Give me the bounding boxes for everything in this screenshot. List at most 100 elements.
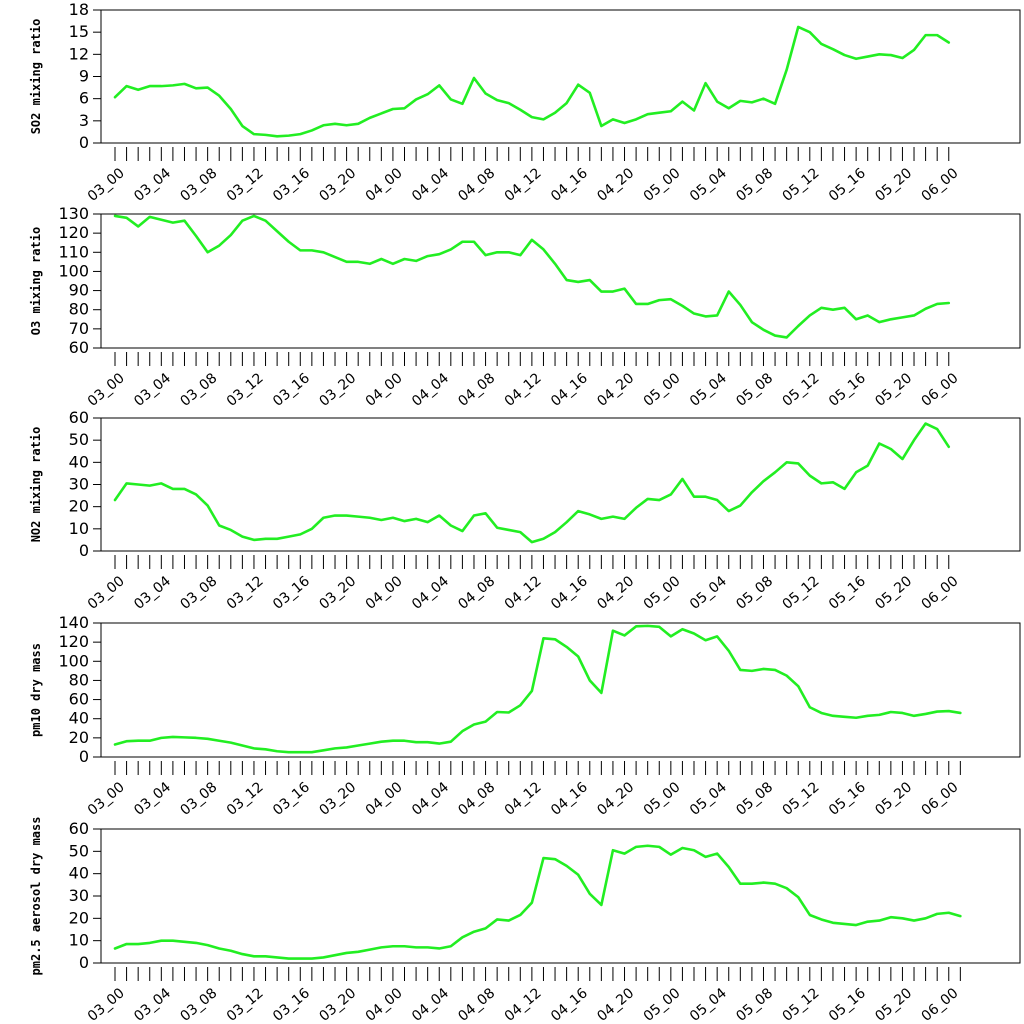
x-tick-label: 03_16 [270, 370, 313, 410]
y-tick-label: 0 [79, 541, 89, 560]
x-tick-label: 03_04 [131, 779, 174, 819]
x-tick-label: 05_04 [687, 573, 730, 613]
y-tick-label: 60 [69, 408, 89, 427]
x-tick-label: 04_12 [502, 985, 545, 1024]
x-tick-label: 04_16 [548, 573, 591, 613]
x-tick-label: 03_08 [177, 573, 220, 613]
y-tick-label: 15 [69, 22, 89, 41]
x-tick-label: 06_00 [919, 985, 962, 1024]
plot-frame [100, 213, 1021, 349]
y-tick-label: 20 [69, 728, 89, 747]
x-tick-label: 04_20 [594, 573, 637, 613]
y-tick-label: 10 [69, 931, 89, 950]
x-tick-label: 05_04 [687, 779, 730, 819]
y-tick-label: 9 [79, 67, 89, 86]
x-tick-label: 03_08 [177, 165, 220, 205]
x-tick-label: 04_04 [409, 370, 452, 410]
x-tick-label: 05_20 [872, 370, 915, 410]
x-tick-label: 03_08 [177, 779, 220, 819]
x-tick-label: 03_12 [224, 165, 267, 205]
x-tick-label: 05_12 [780, 573, 823, 613]
x-tick-label: 04_12 [502, 370, 545, 410]
x-tick-label: 03_00 [85, 985, 128, 1024]
x-tick-label: 06_00 [919, 779, 962, 819]
y-axis-title: O3 mixing ratio [29, 227, 43, 335]
x-tick-label: 04_08 [455, 779, 498, 819]
series-line [113, 214, 951, 339]
y-tick-label: 40 [69, 452, 89, 471]
x-tick-label: 03_20 [316, 370, 359, 410]
x-tick-label: 03_04 [131, 370, 174, 410]
y-tick-label: 120 [58, 223, 89, 242]
x-tick-label: 06_00 [919, 165, 962, 205]
y-tick-label: 110 [58, 242, 89, 261]
x-tick-label: 03_20 [316, 779, 359, 819]
x-tick-label: 04_12 [502, 573, 545, 613]
x-tick-label: 04_16 [548, 779, 591, 819]
x-tick-label: 05_16 [826, 573, 869, 613]
y-axis-title: SO2 mixing ratio [29, 19, 43, 135]
x-tick-label: 03_08 [177, 370, 220, 410]
y-tick-label: 12 [69, 44, 89, 63]
y-tick-label: 60 [69, 819, 89, 838]
chart-pm25: 0 10 20 30 40 50 60 03_00 03_04 03_08 03_12 03_16 03… [29, 817, 1021, 1024]
y-tick-label: 30 [69, 886, 89, 905]
x-tick-label: 03_00 [85, 779, 128, 819]
x-tick-label: 05_16 [826, 779, 869, 819]
x-tick-label: 05_08 [733, 985, 776, 1024]
x-tick-label: 04_00 [363, 165, 406, 205]
x-tick-label: 04_00 [363, 573, 406, 613]
y-tick-label: 100 [58, 651, 89, 670]
x-tick-label: 03_04 [131, 985, 174, 1024]
x-tick-label: 04_08 [455, 370, 498, 410]
y-axis-title: pm10 dry mass [29, 643, 43, 737]
x-tick-label: 03_16 [270, 779, 313, 819]
y-tick-label: 20 [69, 497, 89, 516]
x-tick-label: 03_12 [224, 985, 267, 1024]
x-tick-label: 04_20 [594, 370, 637, 410]
x-tick-label: 05_00 [641, 165, 684, 205]
x-tick-label: 03_16 [270, 573, 313, 613]
y-tick-label: 20 [69, 908, 89, 927]
y-tick-label: 40 [69, 709, 89, 728]
chart-no2: 0 10 20 30 40 50 60 03_00 03_04 03_08 03_12 03_16 03… [29, 408, 1021, 613]
x-tick-label: 05_00 [641, 985, 684, 1024]
x-tick-label: 04_08 [455, 985, 498, 1024]
x-tick-label: 03_12 [224, 573, 267, 613]
x-tick-label: 05_08 [733, 370, 776, 410]
x-tick-label: 05_20 [872, 779, 915, 819]
x-tick-label: 05_16 [826, 370, 869, 410]
x-tick-label: 05_16 [826, 985, 869, 1024]
x-tick-label: 04_20 [594, 985, 637, 1024]
y-tick-label: 60 [69, 690, 89, 709]
x-tick-label: 03_12 [224, 779, 267, 819]
x-tick-label: 05_20 [872, 985, 915, 1024]
x-tick-label: 06_00 [919, 573, 962, 613]
x-tick-label: 03_12 [224, 370, 267, 410]
x-tick-label: 04_16 [548, 165, 591, 205]
x-tick-label: 03_20 [316, 985, 359, 1024]
series-line [113, 25, 951, 138]
y-tick-label: 50 [69, 430, 89, 449]
y-tick-label: 3 [79, 111, 89, 130]
x-tick-label: 03_20 [316, 573, 359, 613]
x-tick-label: 04_16 [548, 985, 591, 1024]
x-tick-label: 05_20 [872, 165, 915, 205]
x-tick-label: 04_04 [409, 165, 452, 205]
y-tick-label: 80 [69, 670, 89, 689]
x-tick-label: 03_04 [131, 573, 174, 613]
x-tick-label: 03_16 [270, 985, 313, 1024]
x-tick-label: 05_04 [687, 370, 730, 410]
y-tick-label: 60 [69, 338, 89, 357]
x-tick-label: 04_12 [502, 165, 545, 205]
y-tick-label: 40 [69, 864, 89, 883]
x-tick-label: 05_08 [733, 573, 776, 613]
x-tick-label: 04_04 [409, 779, 452, 819]
x-tick-label: 03_00 [85, 165, 128, 205]
x-tick-label: 05_12 [780, 165, 823, 205]
x-tick-label: 06_00 [919, 370, 962, 410]
x-tick-label: 04_08 [455, 165, 498, 205]
y-axis-title: pm2.5 aerosol dry mass [29, 817, 43, 976]
